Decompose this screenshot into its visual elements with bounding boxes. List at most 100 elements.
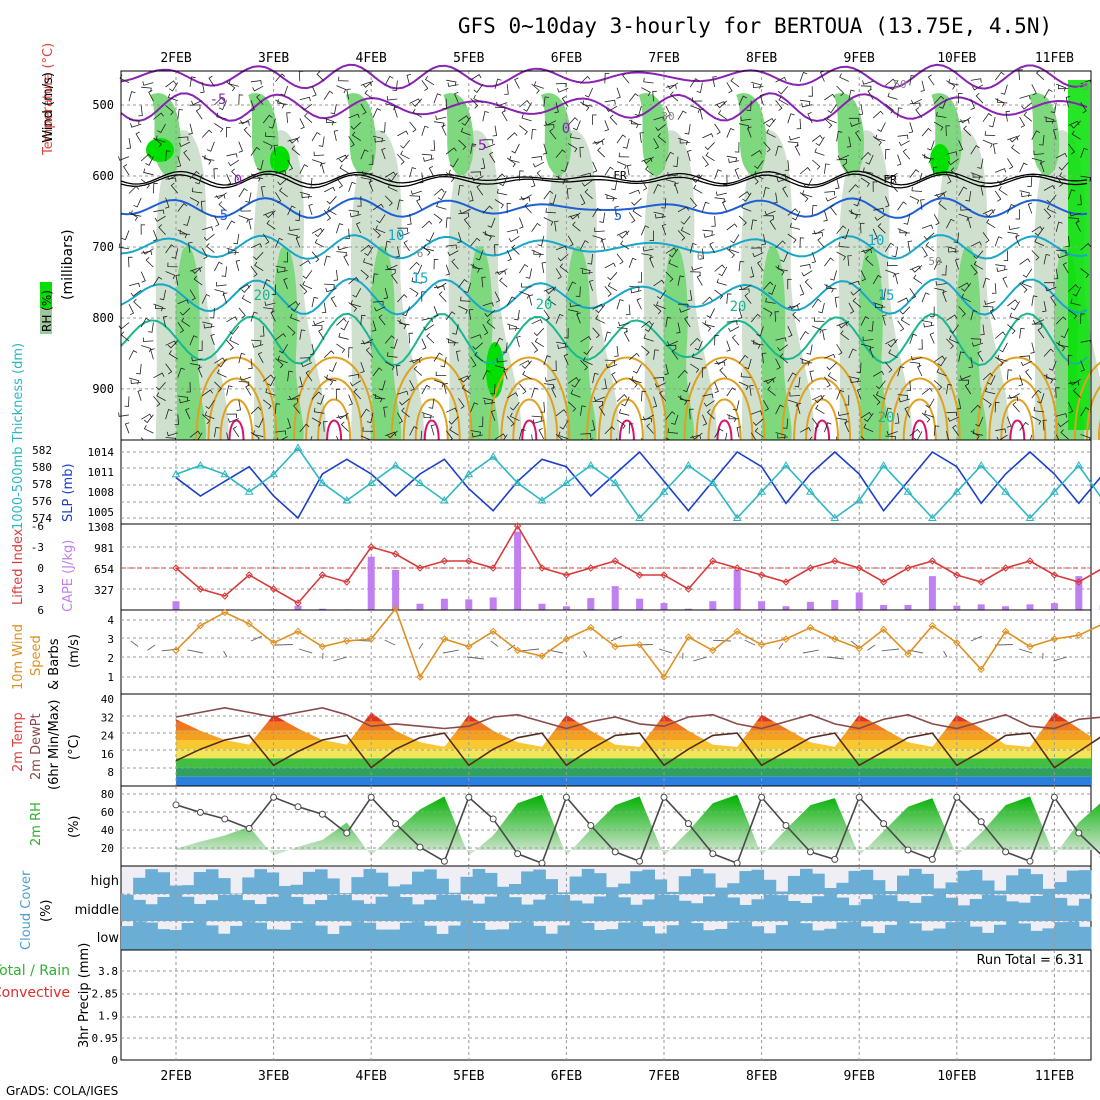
wind-barb — [933, 214, 940, 226]
cloud-cell — [581, 868, 595, 894]
temperature-contour — [500, 377, 559, 441]
wind-barb — [839, 73, 849, 82]
wind-barb — [143, 425, 154, 434]
wind-barb — [435, 115, 447, 120]
wind-barb — [763, 378, 775, 383]
wind-barb — [543, 190, 554, 200]
wind-barb — [1068, 402, 1074, 414]
wind-barb — [1057, 84, 1069, 90]
wind-barb — [262, 374, 274, 382]
wind-barb — [903, 214, 911, 225]
wind-barb — [533, 81, 544, 89]
wind-speed-line-point — [904, 650, 912, 658]
wind-barb — [862, 336, 874, 342]
wind-barb — [592, 235, 603, 243]
wind-barb — [1055, 176, 1064, 187]
wind-barb — [531, 387, 539, 398]
cloud-cell — [218, 878, 231, 894]
thickness-line-point — [708, 478, 718, 486]
wind-barb — [799, 358, 810, 366]
wind-barb — [850, 288, 862, 296]
lifted-index-line-point — [513, 522, 522, 530]
wind-barb — [994, 401, 1000, 413]
wind-barb — [590, 420, 596, 431]
wind-barb — [191, 266, 203, 274]
wind-barb — [572, 120, 581, 131]
wind-barb — [581, 179, 593, 187]
wind-barb — [449, 158, 459, 168]
wind-barb — [397, 154, 405, 165]
wind-barb — [171, 248, 179, 259]
wind-barb — [751, 247, 762, 252]
2m-rh-line-point — [855, 793, 863, 801]
wind-barb — [714, 169, 722, 180]
2m-rh-line-point — [782, 822, 790, 830]
wind-barb — [567, 235, 574, 247]
wind-barb — [1031, 226, 1043, 233]
2m-rh-line — [172, 793, 1100, 867]
cloud-cell — [387, 929, 401, 950]
wind-barb — [670, 414, 679, 425]
cloud-cell — [630, 921, 643, 950]
wind-barb — [490, 409, 496, 422]
wind-barb — [1025, 369, 1033, 380]
wind-barb — [852, 297, 862, 308]
wind-barb — [328, 362, 337, 373]
contour-label: 50 — [928, 255, 941, 268]
cape-bar — [1002, 606, 1010, 610]
cloud-cell — [860, 899, 874, 921]
2m-rh-line-point — [221, 815, 229, 823]
wind-barb — [580, 405, 586, 416]
wind-barb — [421, 317, 433, 322]
cloud-level-label: high — [91, 874, 119, 889]
wind-barb — [521, 283, 532, 288]
thickness-tick: 576 — [32, 495, 52, 508]
wind-barb — [848, 117, 860, 123]
wind-barb — [629, 189, 641, 195]
cape-bar — [416, 603, 424, 610]
wind-barb — [326, 374, 337, 382]
wind-barb — [801, 102, 813, 108]
wind-barb — [264, 132, 276, 138]
wind-barb — [226, 340, 234, 351]
bottom-date-label: 10FEB — [937, 1069, 976, 1084]
wind-barb — [402, 306, 410, 317]
wind-barb — [470, 171, 481, 176]
wind-barb — [413, 365, 423, 376]
thickness-line-point — [464, 469, 474, 478]
wind-barb — [982, 232, 990, 244]
wind-barb — [228, 249, 239, 254]
wind-speed-line-point — [709, 646, 717, 655]
wind-barb — [142, 248, 154, 255]
wind-barb — [312, 325, 323, 330]
wind-barb — [557, 87, 569, 93]
wind-barb — [731, 334, 740, 346]
cloud-cell — [860, 869, 874, 894]
wind-barb — [853, 196, 862, 207]
wind-barb — [1058, 340, 1069, 348]
wind-barb — [1019, 116, 1026, 128]
cloud-cell — [484, 929, 498, 950]
wind-barb — [323, 255, 331, 266]
wind-barb — [147, 644, 156, 651]
contour-label: 30 — [661, 110, 674, 123]
wind-barb — [228, 159, 240, 167]
cloud-cell — [800, 868, 813, 894]
wind-barb — [567, 281, 577, 292]
wind-barb — [1043, 348, 1054, 357]
wind-barb — [628, 93, 639, 102]
wind-barb — [445, 147, 457, 155]
wind-barb — [994, 331, 1006, 339]
wind-barb — [658, 648, 673, 654]
wind-barb — [652, 396, 658, 408]
temperature-contour — [423, 419, 440, 441]
thickness-line-point — [171, 469, 181, 478]
wind-barb — [941, 265, 947, 276]
wind-barb — [521, 360, 532, 369]
wind-barb — [181, 317, 191, 327]
wind-barb — [362, 170, 374, 176]
wind-barb — [221, 266, 227, 277]
wind-barb — [275, 237, 284, 248]
slp-line — [175, 450, 1100, 520]
wind-barb — [1031, 416, 1042, 425]
